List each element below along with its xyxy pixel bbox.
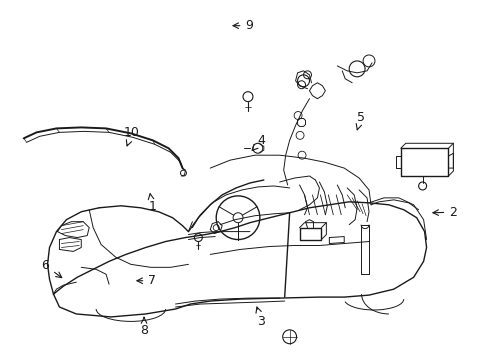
Text: 2: 2 [432,206,456,219]
Text: 5: 5 [355,111,364,130]
Text: 6: 6 [41,259,61,278]
Text: 3: 3 [255,307,265,328]
Text: 9: 9 [232,19,253,32]
Text: 7: 7 [137,274,156,287]
Text: 8: 8 [140,318,148,337]
Text: 10: 10 [124,126,140,146]
Text: 4: 4 [252,134,265,150]
Text: 1: 1 [148,194,156,213]
